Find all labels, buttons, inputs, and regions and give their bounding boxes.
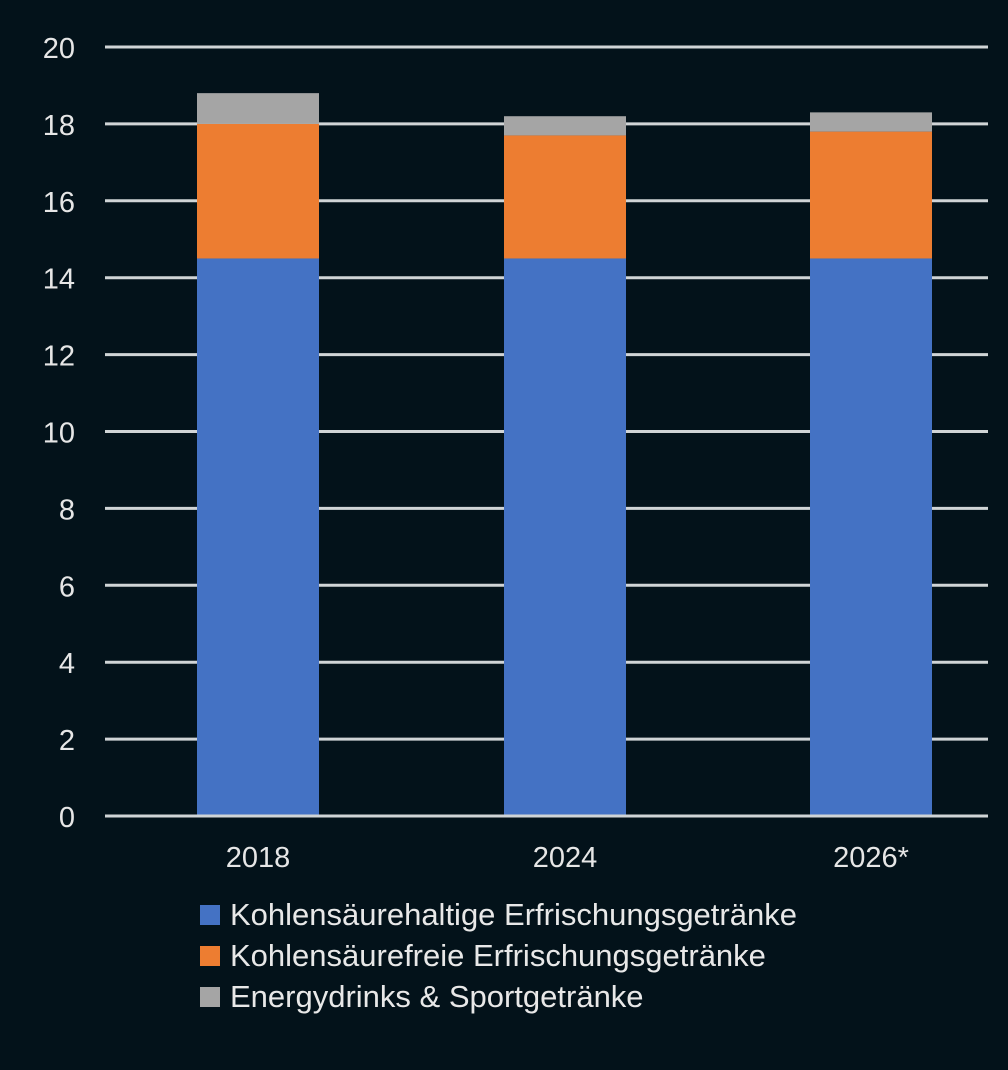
bar-segment [504, 116, 626, 136]
bar-segment [197, 258, 319, 817]
y-tick-label: 2 [59, 725, 75, 757]
bar-segment [810, 258, 932, 817]
y-tick-label: 8 [59, 494, 75, 526]
bar-segment [197, 93, 319, 124]
legend-label: Kohlensäurehaltige Erfrischungsgetränke [230, 896, 797, 932]
bar-segment [197, 123, 319, 259]
bar-segment [504, 135, 626, 259]
legend-label: Energydrinks & Sportgetränke [230, 978, 644, 1014]
y-tick-label: 12 [43, 341, 75, 373]
stacked-bar-chart: 0 2 4 6 8 10 12 14 16 18 20 2018 2024 2026* [43, 33, 988, 874]
legend-item-carbonated: Kohlensäurehaltige Erfrischungsgetränke [200, 894, 797, 935]
bar-segment [810, 131, 932, 259]
legend-label: Kohlensäurefreie Erfrischungsgetränke [230, 937, 766, 973]
bar-segment [810, 112, 932, 132]
y-tick-label: 18 [43, 110, 75, 142]
y-tick-label: 6 [59, 571, 75, 603]
legend-swatch [200, 945, 220, 966]
legend-swatch [200, 986, 220, 1007]
x-tick-label: 2024 [533, 842, 598, 874]
legend-swatch [200, 904, 220, 925]
legend: Kohlensäurehaltige Erfrischungsgetränke … [200, 894, 797, 1017]
x-tick-label: 2026* [833, 842, 909, 874]
legend-item-non-carbonated: Kohlensäurefreie Erfrischungsgetränke [200, 935, 797, 976]
y-tick-label: 0 [59, 802, 75, 834]
y-tick-label: 20 [43, 33, 75, 65]
legend-item-energy: Energydrinks & Sportgetränke [200, 976, 797, 1017]
bar-segment [504, 258, 626, 817]
y-tick-label: 16 [43, 187, 75, 219]
y-tick-label: 10 [43, 418, 75, 450]
y-tick-label: 4 [59, 648, 75, 680]
x-tick-label: 2018 [226, 842, 291, 874]
y-tick-label: 14 [43, 264, 75, 296]
